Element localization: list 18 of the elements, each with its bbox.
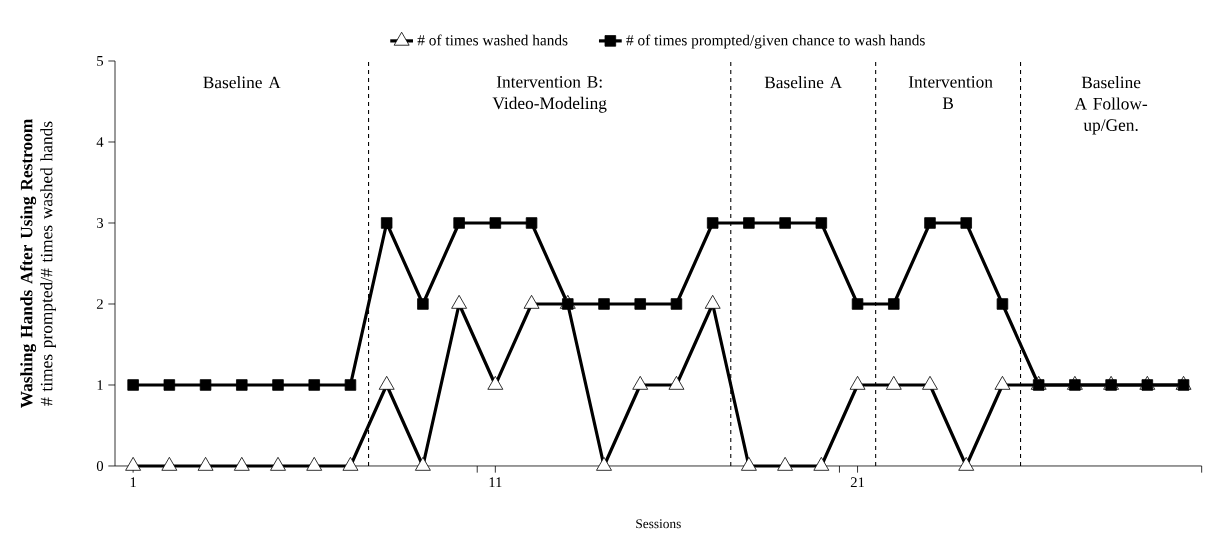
- y-tick-label: 2: [96, 299, 103, 309]
- x-axis-title: Sessions: [636, 519, 681, 529]
- annotation: Baseline A: [203, 76, 281, 89]
- x-tick-label: 1: [130, 477, 136, 488]
- legend-label: # of times prompted/given chance to wash hands: [626, 34, 925, 49]
- y-tick-label: 1: [97, 380, 103, 390]
- annotation: Intervention B: [908, 76, 993, 109]
- y-tick-label: 5: [97, 56, 104, 66]
- y-tick-label: 0: [96, 461, 104, 471]
- legend-label: # of times washed hands: [417, 34, 568, 46]
- x-tick-label: 11: [489, 477, 502, 488]
- y-tick-label: 3: [97, 218, 104, 228]
- y-axis-title: Washing Hands After Using Restroom # times prompted/# times washed hands: [20, 119, 56, 409]
- annotation: Baseline A Follow-up/Gen.: [1074, 76, 1148, 135]
- annotation: Baseline A: [764, 76, 843, 89]
- x-tick-label: 21: [850, 477, 864, 488]
- y-tick-label: 4: [96, 137, 104, 147]
- annotation: Intervention B: Video-Modeling: [492, 76, 607, 113]
